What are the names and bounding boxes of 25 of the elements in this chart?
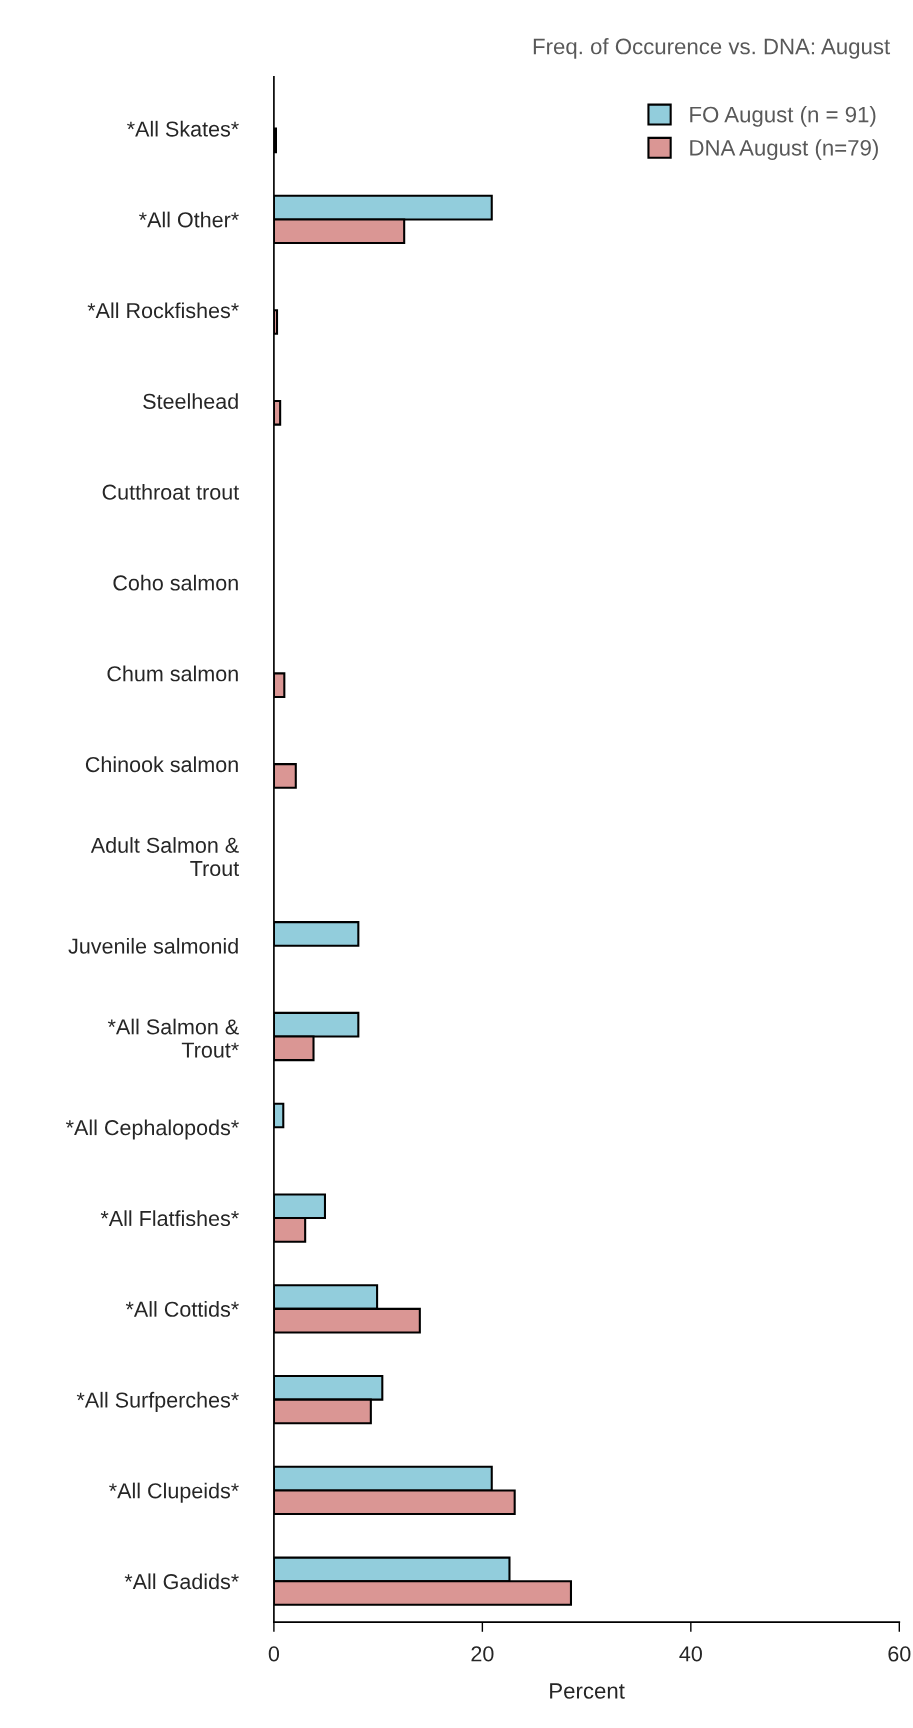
- y-tick-label: Cutthroat trout: [102, 483, 240, 500]
- chart-title: Freq. of Occurence vs. DNA: August: [533, 38, 891, 59]
- y-tick-label: *All Skates*: [127, 120, 239, 137]
- y-tick-label: Chum salmon: [107, 665, 238, 682]
- x-tick-label: 60: [888, 1646, 911, 1662]
- x-tick-label: 40: [679, 1646, 702, 1662]
- y-tick-label: Coho salmon: [113, 574, 238, 591]
- category-label: *All Salmon & Trout*: [107, 1018, 239, 1058]
- y-tick-label: *All Other*: [139, 211, 239, 228]
- y-tick-label: *All Rockfishes*: [87, 302, 239, 319]
- legend-label: FO August (n = 91): [690, 106, 876, 127]
- x-tick-label: 20: [471, 1646, 494, 1662]
- y-tick-label: Adult Salmon & Trout: [90, 837, 240, 877]
- x-tick-label: 0: [268, 1646, 280, 1662]
- y-tick-label: Steelhead: [143, 393, 238, 410]
- y-tick-label: Chinook salmon: [85, 756, 238, 773]
- y-tick-label: *All Flatfishes*: [100, 1210, 239, 1227]
- legend-label: DNA August (n=79): [690, 139, 878, 161]
- y-tick-label: Juvenile salmonid: [68, 937, 238, 954]
- y-tick-label: *All Surfperches*: [76, 1391, 239, 1412]
- y-tick-label: *All Cottids*: [125, 1301, 239, 1317]
- y-tick-label: *All Gadids*: [124, 1573, 239, 1590]
- x-axis-title: Percent: [550, 1683, 625, 1699]
- y-tick-label: *All Clupeids*: [109, 1482, 239, 1503]
- y-tick-label: *All Cephalopods*: [65, 1119, 239, 1140]
